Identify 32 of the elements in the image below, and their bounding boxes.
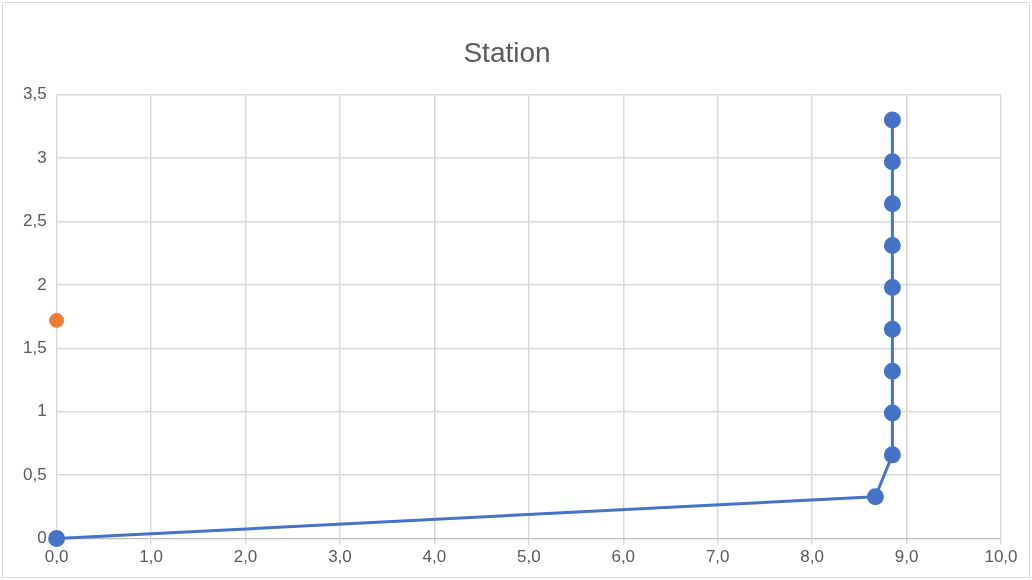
point (883, 404, 901, 422)
point (883, 111, 901, 129)
point (883, 278, 901, 296)
x-tick-label: 10,0 (984, 547, 1018, 567)
x-tick-label: 1,0 (139, 547, 163, 567)
point (883, 320, 901, 338)
x-tick-label: 4,0 (422, 547, 447, 567)
y-tick-label: 2 (37, 274, 47, 294)
x-tick-label: 9,0 (894, 547, 919, 567)
x-tick-label: 7,0 (705, 547, 730, 567)
point (48, 530, 66, 548)
y-tick-label: 2,5 (22, 211, 47, 231)
point (49, 312, 65, 328)
point (883, 446, 901, 464)
point (883, 195, 901, 213)
chart-title: Station (463, 36, 551, 68)
y-tick-label: 3,5 (22, 84, 47, 104)
point (883, 153, 901, 171)
x-tick-label: 5,0 (517, 547, 541, 567)
point (883, 237, 901, 255)
x-tick-label: 2,0 (233, 547, 258, 567)
y-tick-label: 0,5 (22, 464, 47, 484)
x-tick-label: 8,0 (800, 547, 824, 567)
y-tick-label: 1,5 (22, 338, 47, 357)
y-tick-label: 3 (37, 147, 47, 167)
x-tick-label: 6,0 (611, 547, 636, 567)
point (866, 488, 884, 506)
y-tick-label: 0 (37, 528, 47, 548)
y-tick-label: 1 (37, 401, 47, 421)
point (883, 362, 901, 380)
x-tick-label: 0,0 (44, 547, 69, 567)
x-tick-label: 3,0 (328, 547, 352, 567)
